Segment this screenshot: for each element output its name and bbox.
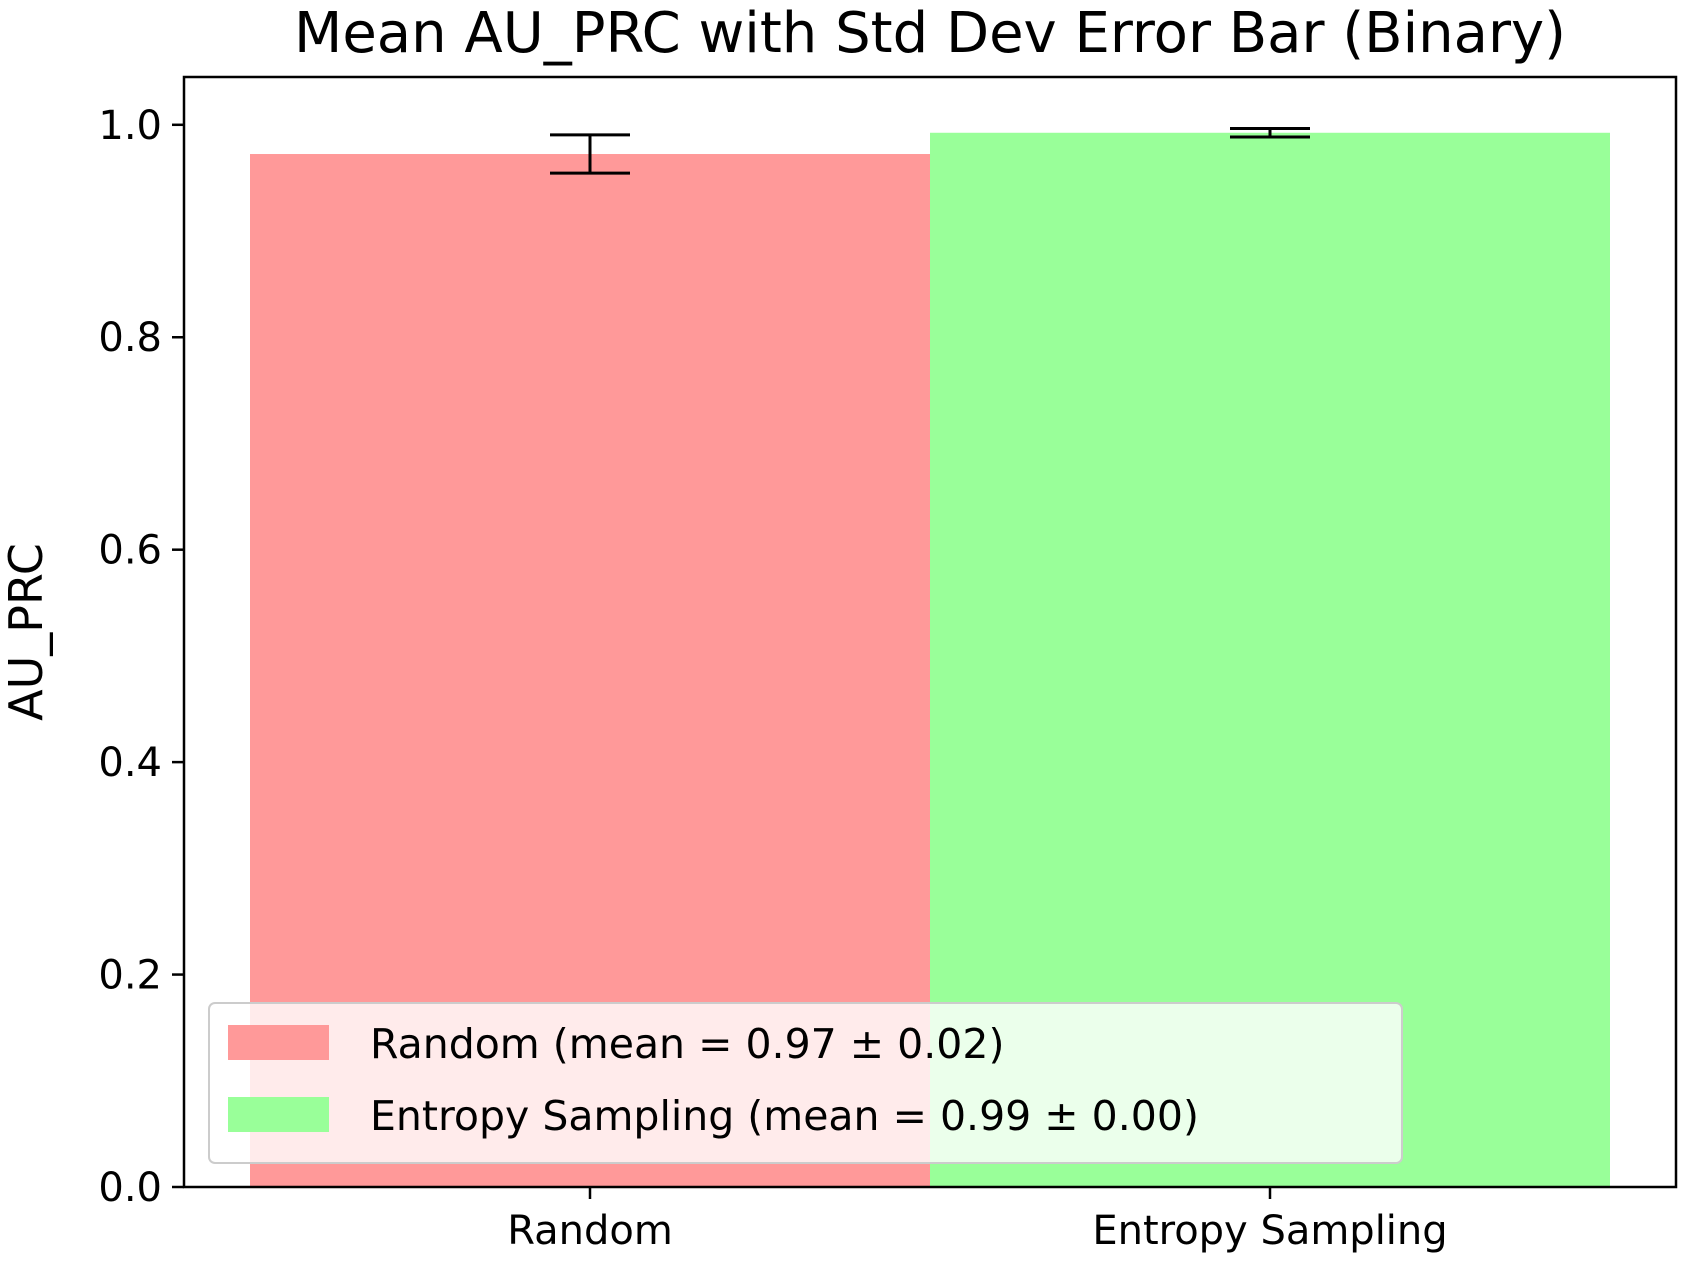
y-tick-label: 0.4 [98,740,162,786]
error-bar-entropy-sampling [1230,127,1310,139]
legend-swatch-entropy-sampling [228,1097,329,1132]
x-axis: Random Entropy Sampling [507,1187,1448,1254]
y-axis-label: AU_PRC [0,543,53,721]
legend-swatch-random [228,1025,329,1060]
legend-entry-random: Random (mean = 0.97 ± 0.02) [370,1020,1004,1068]
y-tick-label: 1.0 [98,103,162,149]
chart-title: Mean AU_PRC with Std Dev Error Bar (Bina… [294,1,1566,66]
legend-entry-entropy-sampling: Entropy Sampling (mean = 0.99 ± 0.00) [370,1092,1199,1140]
y-axis: 0.0 0.2 0.4 0.6 0.8 1.0 [98,103,184,1211]
x-tick-label-random: Random [507,1208,673,1254]
y-tick-label: 0.8 [98,315,162,361]
legend-frame [208,1002,1403,1164]
y-tick-label: 0.2 [98,953,162,999]
error-bar-random [550,133,630,175]
x-tick-label-entropy-sampling: Entropy Sampling [1092,1208,1447,1254]
y-tick-label: 0.0 [98,1165,162,1211]
plot-frame [182,75,1678,1189]
errorbar-layer [550,127,1310,175]
y-tick-label: 0.6 [98,528,162,574]
legend: Random (mean = 0.97 ± 0.02) Entropy Samp… [208,1002,1403,1164]
